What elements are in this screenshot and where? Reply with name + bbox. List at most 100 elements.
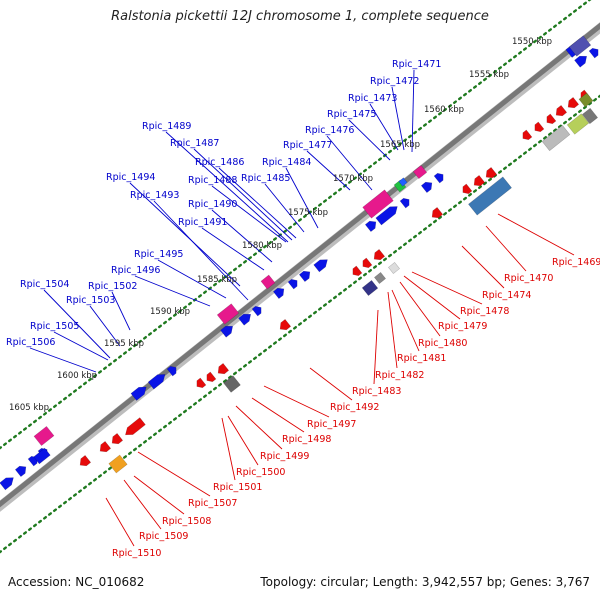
tick-dot (147, 332, 153, 336)
tick-dot (408, 238, 412, 243)
forward-cds-arrow (313, 259, 328, 273)
tick-dot (293, 326, 297, 330)
tick-dot (177, 309, 183, 313)
gene-label-rpic-1472: Rpic_1472 (370, 76, 419, 87)
tick-dot (473, 85, 477, 89)
reverse-cds-arrow (279, 319, 292, 331)
gene-label-rpic-1496: Rpic_1496 (111, 265, 160, 276)
tick-dot (468, 192, 472, 197)
scale-label-1550-kbp: 1550 kbp (512, 37, 552, 47)
reverse-cds-arrow (196, 377, 207, 389)
tick-dot (107, 362, 113, 367)
leader-line (211, 209, 273, 263)
leader-line (157, 259, 227, 299)
tick-dot (7, 438, 13, 443)
scale-label-1565-kbp: 1565 kbp (380, 140, 420, 150)
scale-label-1560-kbp: 1560 kbp (424, 105, 464, 115)
tick-dot (583, 1, 587, 6)
tick-dot (137, 339, 143, 344)
tick-dot (588, 101, 592, 106)
leader-line (201, 227, 265, 271)
tick-dot (122, 455, 128, 459)
tick-dot (503, 62, 507, 67)
tick-dot (107, 466, 113, 471)
gene-label-rpic-1492: Rpic_1492 (330, 402, 379, 413)
gene-label-rpic-1478: Rpic_1478 (460, 306, 509, 317)
tick-dot (493, 173, 497, 178)
tick-dot (473, 189, 477, 193)
tick-dot (43, 516, 47, 520)
tick-dot (2, 546, 8, 550)
scale-labels: 1550 kbp 1555 kbp 1560 kbp 1565 kbp 1570 kbp… (9, 37, 552, 413)
tick-dot (62, 500, 68, 505)
tick-dot (293, 221, 297, 226)
tick-dot (453, 100, 457, 105)
tick-dot (202, 394, 208, 398)
tick-dot (117, 355, 123, 359)
tick-dot-rings (0, 0, 600, 554)
forward-cds-arrow (375, 206, 398, 226)
forward-cds-arrow (147, 374, 166, 390)
tick-dot (573, 113, 577, 117)
tick-dot (418, 126, 422, 131)
forward-cds-arrow (14, 465, 27, 477)
feature-tracks (0, 35, 599, 491)
tick-dot (53, 404, 57, 408)
tick-dot (227, 271, 233, 275)
tick-dot (283, 333, 287, 338)
forward-cds-arrow (364, 220, 377, 232)
forward-cds-arrow (287, 278, 298, 290)
tick-dot (77, 489, 83, 493)
misc-feature-block (568, 35, 592, 57)
tick-dot (338, 187, 342, 192)
scale-label-1595-kbp: 1595 kbp (104, 339, 144, 349)
tick-dot (187, 301, 193, 306)
leader-line (411, 69, 415, 153)
scale-label-1590-kbp: 1590 kbp (150, 307, 190, 317)
tick-dot (127, 451, 133, 455)
tick-dot (172, 417, 178, 421)
tick-dot (142, 440, 148, 444)
trna-block (362, 189, 394, 219)
reverse-cds-arrow (567, 97, 580, 109)
tick-dot (197, 294, 203, 298)
tick-dot (568, 116, 572, 121)
tick-dot (518, 51, 522, 55)
tick-dot (378, 157, 382, 162)
leader-line (153, 200, 249, 301)
tick-dot (438, 215, 442, 220)
reverse-cds-arrow (546, 113, 557, 125)
tick-dot (483, 77, 487, 82)
leader-line (251, 397, 305, 433)
gene-label-rpic-1494: Rpic_1494 (106, 172, 155, 183)
gene-label-rpic-1502: Rpic_1502 (88, 281, 137, 292)
misc-feature-block (108, 454, 128, 474)
tick-dot (548, 132, 552, 136)
forward-cds-arrow (298, 270, 311, 282)
leader-line (309, 367, 353, 401)
tick-dot (72, 389, 78, 393)
misc-feature-block (578, 92, 594, 108)
map-title: Ralstonia pickettii 12J chromosome 1, co… (111, 9, 489, 24)
tick-dot (538, 139, 542, 144)
tick-dot (488, 177, 492, 182)
tick-dot (313, 206, 317, 211)
leader-line (165, 131, 289, 243)
leader-line (399, 281, 441, 337)
tick-dot (323, 199, 327, 203)
tick-dot (528, 43, 532, 47)
gene-label-rpic-1469: Rpic_1469 (552, 257, 600, 268)
tick-dot (463, 92, 467, 97)
reverse-cds-arrow (206, 371, 217, 383)
misc-feature-block (398, 177, 408, 187)
leader-line (133, 475, 185, 515)
gene-label-rpic-1505: Rpic_1505 (30, 321, 79, 332)
tick-dot (343, 288, 347, 292)
tick-dot (157, 324, 163, 329)
tick-dot (67, 393, 73, 397)
tick-dot (278, 337, 282, 341)
gene-label-rpic-1479: Rpic_1479 (438, 321, 487, 332)
misc-feature-block (361, 280, 379, 296)
